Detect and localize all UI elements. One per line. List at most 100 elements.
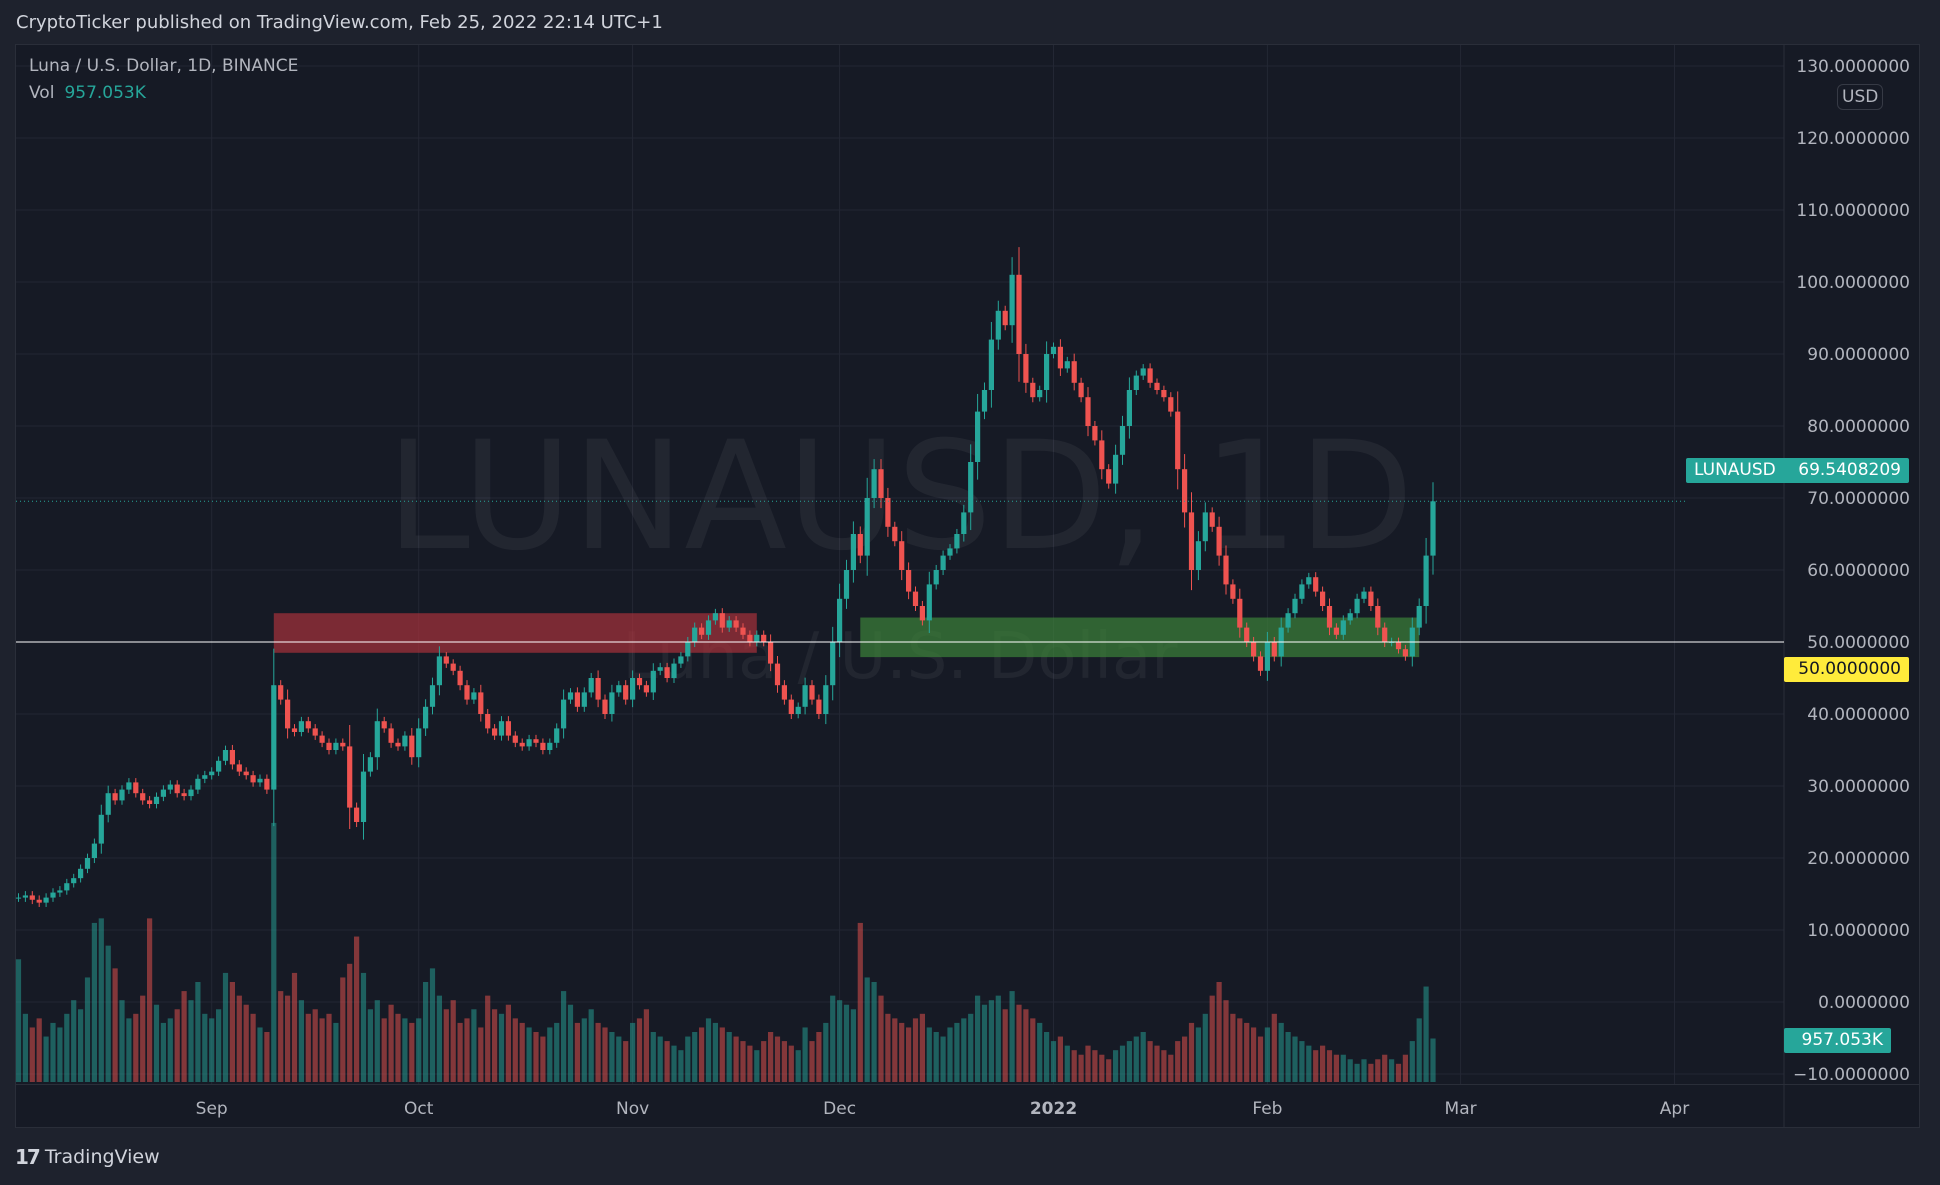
volume-bar	[1071, 1050, 1077, 1082]
brand-name[interactable]: TradingView	[44, 1146, 160, 1168]
candle-body	[830, 642, 836, 686]
candle-body	[98, 814, 104, 844]
candle-body	[485, 714, 491, 729]
volume-bar	[857, 922, 863, 1082]
volume-bar	[160, 1022, 166, 1082]
candle-body	[209, 771, 215, 776]
candle-body	[1347, 613, 1353, 621]
volume-legend[interactable]: Vol 957.053K	[29, 83, 146, 103]
volume-bar	[1057, 1036, 1063, 1082]
candle-body	[1430, 501, 1436, 556]
volume-bar	[257, 1027, 263, 1082]
volume-bar	[360, 972, 367, 1082]
candle-body	[857, 534, 863, 556]
candle-body	[105, 793, 111, 815]
price-tick-label: 20.0000000	[1807, 849, 1910, 869]
candle-body	[133, 782, 139, 794]
candle-body	[1416, 606, 1422, 628]
candle-body	[202, 775, 208, 779]
candle-body	[567, 692, 574, 700]
candle-body	[623, 685, 629, 700]
candle-body	[1188, 512, 1195, 570]
candle-body	[1285, 613, 1291, 628]
candle-body	[671, 663, 677, 678]
volume-bar	[567, 1004, 574, 1082]
volume-bar	[595, 1022, 601, 1082]
volume-bar	[802, 1027, 808, 1082]
volume-bar	[892, 1018, 898, 1082]
volume-bar	[1216, 982, 1222, 1082]
candle-body	[643, 685, 649, 693]
candle-body	[1002, 310, 1008, 326]
candle-body	[216, 760, 222, 772]
volume-bar	[1223, 1000, 1229, 1082]
volume-bar	[367, 1009, 373, 1082]
candle-body	[153, 796, 160, 804]
candle-body	[1119, 426, 1126, 455]
currency-button[interactable]: USD	[1837, 84, 1884, 110]
time-tick-label: Sep	[196, 1099, 228, 1119]
candle-body	[692, 627, 698, 642]
volume-bar	[1333, 1054, 1339, 1082]
volume-bar	[1023, 1009, 1029, 1082]
volume-bar	[954, 1022, 960, 1082]
candle-body	[381, 721, 387, 729]
volume-bar	[1037, 1022, 1043, 1082]
candle-body	[1064, 361, 1070, 369]
candle-body	[450, 663, 456, 671]
candle-body	[823, 685, 829, 714]
candle-body	[1050, 346, 1057, 354]
volume-bar	[526, 1027, 532, 1082]
hline-price-badge: 50.0000000	[1784, 657, 1909, 682]
volume-bar	[968, 1013, 974, 1082]
candle-body	[678, 656, 684, 664]
volume-bar	[91, 922, 97, 1082]
volume-bar	[1147, 1041, 1153, 1082]
candle-body	[409, 735, 415, 758]
candle-body	[961, 512, 967, 534]
volume-bar	[871, 982, 877, 1082]
volume-bar	[57, 1027, 63, 1082]
candle-body	[367, 757, 373, 772]
volume-bar	[1209, 995, 1215, 1082]
candle-body	[298, 721, 304, 732]
candle-body	[850, 534, 856, 570]
volume-bar	[1133, 1036, 1139, 1082]
last-price-badge: LUNAUSD 69.5408209	[1686, 458, 1909, 483]
candle-body	[1216, 526, 1222, 556]
volume-bar	[112, 968, 118, 1082]
candle-body	[1113, 454, 1119, 484]
footer: 17 TradingView	[15, 1145, 160, 1169]
candle-body	[305, 721, 311, 729]
candle-body	[285, 699, 291, 729]
candle-body	[126, 782, 132, 790]
candle-body	[685, 642, 691, 657]
candle-body	[843, 570, 850, 599]
volume-bar	[712, 1022, 718, 1082]
volume-bar	[692, 1032, 698, 1082]
candle-body	[1182, 469, 1188, 513]
volume-bar	[84, 977, 91, 1082]
volume-bar	[519, 1022, 525, 1082]
volume-bar	[1347, 1059, 1353, 1082]
volume-bar	[1050, 1041, 1057, 1082]
candle-body	[1044, 354, 1050, 390]
volume-bar	[147, 918, 153, 1082]
tradingview-logo-icon[interactable]: 17	[15, 1145, 41, 1169]
candle-body	[719, 613, 725, 628]
candle-body	[699, 627, 705, 635]
symbol-legend[interactable]: Luna / U.S. Dollar, 1D, BINANCE	[29, 56, 299, 76]
volume-bar	[1271, 1013, 1277, 1082]
volume-bar	[726, 1032, 732, 1082]
candle-body	[160, 789, 166, 797]
volume-bar	[374, 1000, 380, 1082]
candle-body	[1195, 541, 1201, 570]
candle-body	[1092, 426, 1098, 441]
candle-body	[609, 692, 615, 714]
volume-bar	[416, 1018, 422, 1082]
candle-body	[837, 598, 843, 642]
candle-body	[112, 793, 118, 801]
volume-bar	[643, 1009, 649, 1082]
volume-bar	[554, 1022, 560, 1082]
